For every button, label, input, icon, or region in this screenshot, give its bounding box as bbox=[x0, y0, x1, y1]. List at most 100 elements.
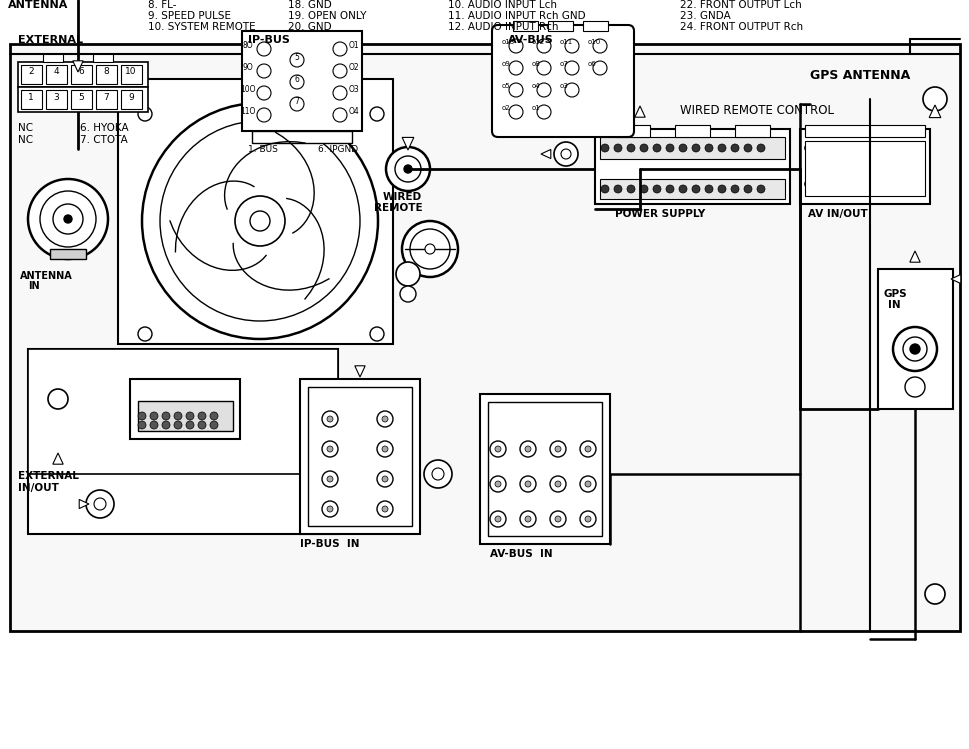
Text: AV IN/OUT: AV IN/OUT bbox=[807, 209, 867, 219]
Circle shape bbox=[395, 262, 420, 286]
Bar bbox=[28, 349, 337, 474]
Circle shape bbox=[423, 460, 452, 488]
Bar bbox=[614, 125, 649, 137]
Text: 5: 5 bbox=[295, 53, 299, 62]
FancyBboxPatch shape bbox=[491, 25, 634, 137]
Circle shape bbox=[322, 471, 337, 487]
Text: 23. GNDA: 23. GNDA bbox=[679, 11, 730, 21]
Circle shape bbox=[564, 83, 578, 97]
Circle shape bbox=[386, 147, 429, 191]
Circle shape bbox=[94, 498, 106, 510]
Text: 2: 2 bbox=[28, 67, 34, 76]
Bar bbox=[241, 31, 361, 131]
Circle shape bbox=[173, 421, 182, 429]
Bar bbox=[130, 379, 239, 439]
Circle shape bbox=[743, 144, 751, 152]
Circle shape bbox=[257, 42, 270, 56]
Circle shape bbox=[579, 476, 595, 492]
Text: 6: 6 bbox=[78, 67, 83, 76]
Bar bbox=[121, 65, 141, 84]
Circle shape bbox=[888, 181, 894, 187]
Circle shape bbox=[332, 42, 347, 56]
Text: NC: NC bbox=[18, 123, 33, 133]
Text: ANTENNA: ANTENNA bbox=[20, 271, 73, 281]
Polygon shape bbox=[541, 150, 550, 159]
Circle shape bbox=[666, 144, 673, 152]
Circle shape bbox=[874, 145, 881, 151]
Circle shape bbox=[327, 506, 332, 512]
Text: GPS ANTENNA: GPS ANTENNA bbox=[809, 69, 909, 82]
Circle shape bbox=[691, 144, 700, 152]
Circle shape bbox=[322, 501, 337, 517]
Text: 8O: 8O bbox=[242, 40, 253, 49]
Circle shape bbox=[186, 412, 194, 420]
Circle shape bbox=[494, 516, 500, 522]
Text: o3: o3 bbox=[559, 83, 568, 89]
Circle shape bbox=[537, 83, 550, 97]
Circle shape bbox=[403, 165, 412, 173]
Circle shape bbox=[549, 511, 566, 527]
Text: 10O: 10O bbox=[240, 85, 256, 94]
Circle shape bbox=[584, 516, 590, 522]
Bar bbox=[18, 87, 148, 112]
Circle shape bbox=[818, 145, 825, 151]
Polygon shape bbox=[73, 61, 83, 72]
Circle shape bbox=[257, 108, 270, 122]
Text: 10. SYSTEM REMOTE: 10. SYSTEM REMOTE bbox=[148, 22, 256, 32]
Circle shape bbox=[874, 181, 881, 187]
Text: o1: o1 bbox=[531, 105, 540, 111]
Circle shape bbox=[756, 185, 765, 193]
Text: EXTERNAL: EXTERNAL bbox=[18, 471, 78, 481]
Circle shape bbox=[257, 86, 270, 100]
Text: 9O: 9O bbox=[242, 62, 253, 71]
Circle shape bbox=[290, 53, 303, 67]
Circle shape bbox=[909, 344, 919, 354]
Circle shape bbox=[613, 185, 621, 193]
Text: O1: O1 bbox=[348, 40, 359, 49]
Text: POWER SUPPLY: POWER SUPPLY bbox=[614, 209, 704, 219]
Circle shape bbox=[162, 412, 170, 420]
Bar bbox=[799, 129, 929, 204]
Circle shape bbox=[410, 229, 450, 269]
Bar bbox=[18, 62, 148, 87]
Circle shape bbox=[489, 441, 506, 457]
Circle shape bbox=[592, 39, 607, 53]
Text: IN: IN bbox=[887, 300, 899, 310]
Text: 12. AUDIO INPUT Rch: 12. AUDIO INPUT Rch bbox=[448, 22, 558, 32]
Text: 8. FL-: 8. FL- bbox=[148, 0, 176, 10]
Circle shape bbox=[377, 411, 392, 427]
Circle shape bbox=[322, 411, 337, 427]
Circle shape bbox=[128, 71, 148, 91]
Bar bbox=[50, 249, 86, 259]
Circle shape bbox=[803, 145, 811, 151]
Circle shape bbox=[209, 412, 218, 420]
Text: 6. HYOKA: 6. HYOKA bbox=[79, 123, 129, 133]
Circle shape bbox=[601, 144, 609, 152]
Circle shape bbox=[901, 145, 909, 151]
Circle shape bbox=[584, 446, 590, 452]
Circle shape bbox=[901, 181, 909, 187]
Polygon shape bbox=[950, 274, 960, 284]
Circle shape bbox=[377, 471, 392, 487]
Bar bbox=[308, 387, 412, 526]
Circle shape bbox=[509, 105, 522, 119]
Text: o5: o5 bbox=[502, 83, 510, 89]
Circle shape bbox=[560, 149, 571, 159]
Text: WIRED REMOTE CONTROL: WIRED REMOTE CONTROL bbox=[679, 104, 833, 117]
Circle shape bbox=[382, 506, 388, 512]
Circle shape bbox=[554, 446, 560, 452]
Bar bbox=[804, 141, 924, 196]
Circle shape bbox=[640, 144, 647, 152]
Circle shape bbox=[564, 61, 578, 75]
Circle shape bbox=[509, 61, 522, 75]
Text: EXTERNAL: EXTERNAL bbox=[18, 35, 83, 45]
Circle shape bbox=[141, 103, 378, 339]
Circle shape bbox=[678, 185, 686, 193]
Circle shape bbox=[756, 144, 765, 152]
Text: AV-BUS: AV-BUS bbox=[508, 35, 553, 45]
Circle shape bbox=[678, 144, 686, 152]
Circle shape bbox=[601, 185, 609, 193]
Circle shape bbox=[554, 516, 560, 522]
Circle shape bbox=[860, 145, 866, 151]
Circle shape bbox=[803, 181, 811, 187]
